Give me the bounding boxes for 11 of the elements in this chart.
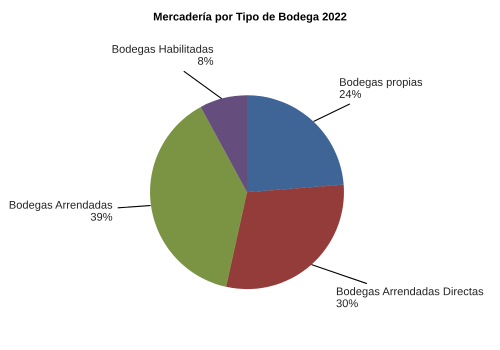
pie-slice [150, 106, 247, 287]
slice-label: Bodegas propias [340, 78, 422, 88]
data-label: 30% [336, 299, 358, 308]
slice-label: Bodegas Arrendadas Directas [336, 287, 484, 298]
data-label: 39% [90, 212, 112, 221]
data-label: 24% [340, 90, 362, 98]
chart-title: Mercadería por Tipo de Bodega 2022 [154, 12, 346, 23]
slice-label: Bodegas Habilitadas [112, 44, 214, 56]
slice-label: Bodegas Arrendadas [10, 200, 112, 211]
data-label: 8% [198, 57, 214, 65]
pie-slice [200, 95, 247, 192]
